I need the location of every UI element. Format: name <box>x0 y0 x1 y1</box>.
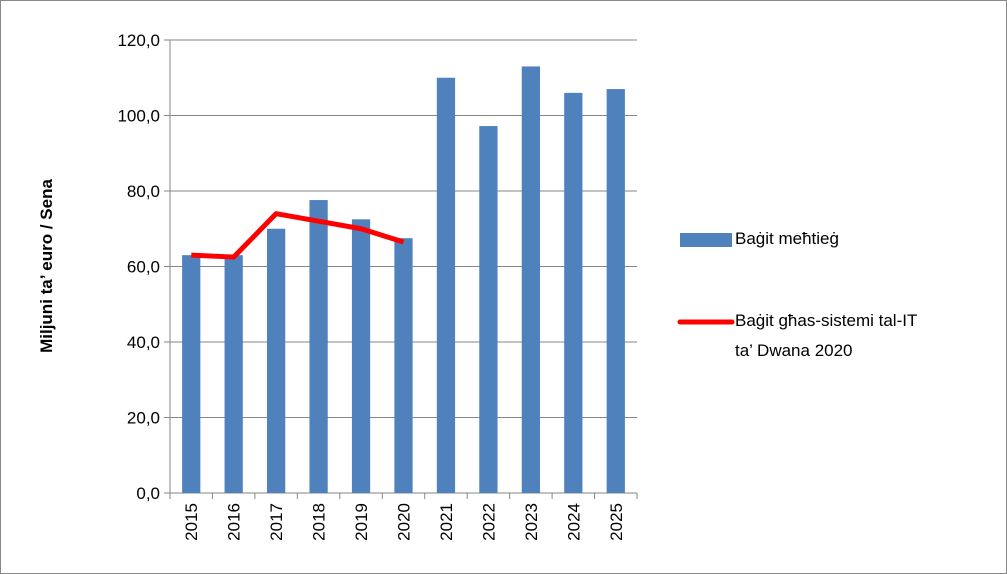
bar <box>521 66 540 494</box>
y-tick-label: 40,0 <box>127 333 160 352</box>
y-tick-label: 0,0 <box>136 484 160 503</box>
bar <box>224 255 243 493</box>
legend-label: Baġit meħtieġ <box>735 229 839 248</box>
bar <box>267 228 286 493</box>
y-axis-label: Miljuni ta’ euro / Sena <box>37 179 56 353</box>
bar <box>351 219 371 493</box>
x-tick-label: 2021 <box>437 503 456 541</box>
x-tick-label: 2024 <box>564 503 583 541</box>
bar <box>564 92 583 493</box>
x-tick-label: 2015 <box>182 503 201 541</box>
y-tick-label: 80,0 <box>127 182 160 201</box>
legend-swatch <box>680 233 732 247</box>
x-tick-label: 2023 <box>522 503 541 541</box>
bar <box>606 89 625 493</box>
bar <box>394 238 413 493</box>
x-tick-label: 2016 <box>225 503 244 541</box>
x-tick-label: 2018 <box>310 503 329 541</box>
bar <box>436 77 456 493</box>
line <box>191 211 405 260</box>
legend-label: Baġit għas-sistemi tal-IT ta’ Dwana 2020 <box>735 311 918 360</box>
y-tick-label: 100,0 <box>117 107 160 126</box>
bar <box>479 126 498 493</box>
y-tick-label: 60,0 <box>127 258 160 277</box>
x-tick-label: 2019 <box>352 503 371 541</box>
y-tick-label: 20,0 <box>127 409 160 428</box>
y-tick-label: 120,0 <box>117 31 160 50</box>
bar <box>182 255 201 493</box>
x-tick-label: 2022 <box>479 503 498 541</box>
x-tick-label: 2020 <box>395 503 414 541</box>
x-tick-label: 2017 <box>267 503 286 541</box>
bar <box>309 200 328 493</box>
x-tick-label: 2025 <box>607 503 626 541</box>
